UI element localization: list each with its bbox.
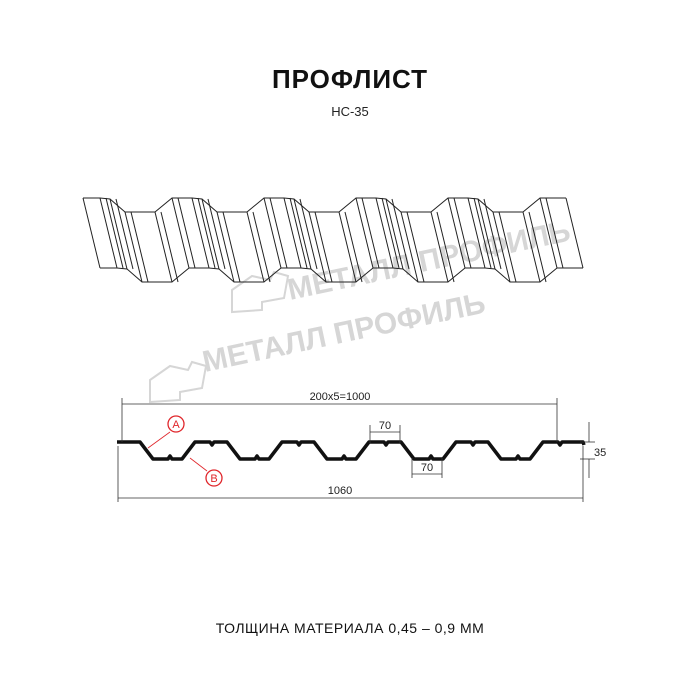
- sheet-fold-line: [430, 211, 449, 283]
- sheet-fold-line: [338, 211, 357, 283]
- sheet-rib-line: [252, 211, 271, 283]
- sheet-fold-line: [263, 197, 282, 269]
- sheet-rib-line: [289, 197, 308, 269]
- sheet-fold-line: [82, 197, 101, 269]
- sheet-rib-line: [115, 198, 134, 270]
- marker-b: B: [189, 457, 223, 487]
- sheet-rib-line: [222, 211, 241, 283]
- sheet-fold-line: [522, 211, 541, 283]
- sheet-rib-line: [528, 211, 547, 283]
- sheet-fold-line: [467, 197, 486, 269]
- sheet-fold-line: [124, 211, 143, 283]
- sheet-rib-line: [160, 211, 179, 283]
- sheet-rib-line: [473, 197, 492, 269]
- sheet-fold-line: [154, 211, 173, 283]
- sheet-fold-line: [477, 198, 496, 270]
- sheet-fold-line: [246, 211, 265, 283]
- sheet-fold-line: [171, 197, 190, 269]
- bottom-width-label: 70: [421, 462, 433, 474]
- sheet-fold-line: [293, 198, 312, 270]
- marker-b-label: B: [210, 473, 217, 485]
- sheet-fold-line: [191, 197, 210, 269]
- sheet-fold-line: [385, 198, 404, 270]
- sheet-rib-line: [207, 198, 226, 270]
- sheet-fold-line: [400, 211, 419, 283]
- sheet-rib-line: [498, 211, 517, 283]
- page-title: ПРОФЛИСТ: [271, 64, 429, 94]
- sheet-edge: [83, 197, 566, 213]
- model-label: НС-35: [331, 104, 369, 119]
- sheet-fold-line: [565, 197, 584, 269]
- height-dimension: [580, 422, 595, 478]
- sheet-rib-line: [381, 197, 400, 269]
- sheet-rib-line: [391, 198, 410, 270]
- sheet-rib-line: [436, 211, 455, 283]
- sheet-fold-line: [308, 211, 327, 283]
- sheet-rib-line: [545, 197, 564, 269]
- sheet-rib-line: [177, 197, 196, 269]
- sheet-fold-line: [201, 198, 220, 270]
- profile-line: [117, 440, 586, 461]
- marker-a: A: [147, 415, 185, 449]
- marker-a-label: A: [172, 419, 180, 431]
- pitch-label: 200x5=1000: [310, 391, 371, 403]
- sheet-fold-line: [109, 198, 128, 270]
- sheet-fold-line: [283, 197, 302, 269]
- height-label: 35: [594, 447, 606, 459]
- watermark-text-2: МЕТАЛЛ ПРОФИЛЬ: [200, 287, 489, 379]
- sheet-fold-line: [216, 211, 235, 283]
- bottom-width-dimension: [411, 458, 443, 478]
- sheet-rib-line: [314, 211, 333, 283]
- cross-section: 200x5=1000 70 70 35 1060 A: [117, 391, 606, 502]
- sheet-rib-line: [483, 198, 502, 270]
- sheet-rib-line: [130, 211, 149, 283]
- sheet-rib-line: [344, 211, 363, 283]
- top-width-label: 70: [379, 420, 391, 432]
- sheet-fold-line: [375, 197, 394, 269]
- sheet-rib-line: [453, 197, 472, 269]
- watermark-logo-1: МЕТАЛЛ ПРОФИЛЬ: [231, 215, 574, 314]
- sheet-fold-line: [355, 197, 374, 269]
- total-width-dimension: [117, 446, 584, 502]
- sheet-fold-line: [99, 197, 118, 269]
- sheet-rib-line: [269, 197, 288, 269]
- watermark-logo-2: МЕТАЛЛ ПРОФИЛЬ: [149, 287, 489, 404]
- watermark-text-1: МЕТАЛЛ ПРОФИЛЬ: [285, 215, 574, 307]
- pitch-dimension: [121, 398, 558, 442]
- sheet-rib-line: [361, 197, 380, 269]
- total-width-label: 1060: [328, 485, 352, 497]
- sheet-fold-line: [447, 197, 466, 269]
- material-thickness: ТОЛЩИНА МАТЕРИАЛА 0,45 – 0,9 ММ: [215, 620, 485, 636]
- sheet-fold-line: [492, 211, 511, 283]
- sheet-isometric-view: [82, 197, 584, 283]
- sheet-rib-line: [105, 197, 124, 269]
- sheet-rib-line: [406, 211, 425, 283]
- top-width-dimension: [369, 425, 401, 443]
- sheet-rib-line: [299, 198, 318, 270]
- sheet-fold-line: [539, 197, 558, 269]
- sheet-rib-line: [197, 197, 216, 269]
